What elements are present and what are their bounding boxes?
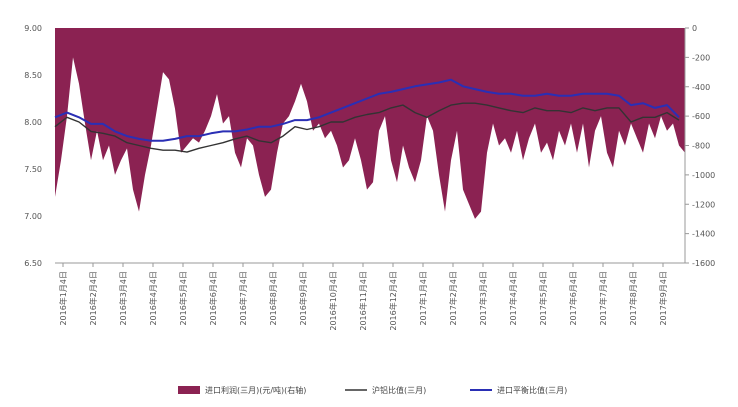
x-tick-label: 2017年3月4日 [478,271,488,326]
series-line-import-balance-ratio [54,78,680,142]
x-tick-label: 2016年4月4日 [148,271,158,326]
x-tick-label: 2016年6月4日 [208,271,218,326]
x-tick-label: 2016年11月4日 [358,271,368,331]
x-tick-label: 2016年3月4日 [118,271,128,326]
y-left-tick-label: 8.50 [24,71,42,80]
x-tick-label: 2016年5月4日 [178,271,188,326]
y-right-tick-label: -1200 [692,200,715,209]
y-right-tick-label: -1000 [692,171,715,180]
legend-label: 沪铝比值(三月) [372,385,426,395]
x-tick-label: 2017年4月4日 [508,271,518,326]
y-left-tick-label: 7.00 [24,212,42,221]
x-tick-label: 2017年7月4日 [598,271,608,326]
y-right-tick-label: -200 [692,53,710,62]
y-left-tick-label: 7.50 [24,165,42,174]
y-right-tick-label: -800 [692,142,710,151]
x-tick-label: 2017年5月4日 [538,271,548,326]
x-tick-label: 2017年1月4日 [418,271,428,326]
legend-label: 进口平衡比值(三月) [497,385,567,395]
legend: 进口利润(三月)(元/吨)(右轴) 沪铝比值(三月) 进口平衡比值(三月) [178,385,567,395]
x-tick-label: 2017年6月4日 [568,271,578,326]
x-tick-label: 2016年8月4日 [268,271,278,326]
series-line-shfe-ratio [54,102,680,153]
x-tick-label: 2017年9月4日 [658,271,668,326]
plot-area [54,28,685,219]
legend-swatch-import-profit [178,386,200,394]
y-right-tick-label: -1600 [692,259,715,268]
y-left-tick-label: 9.00 [24,24,42,33]
x-tick-label: 2016年1月4日 [58,271,68,326]
series-area-import-profit [55,28,685,219]
y-right-tick-label: -600 [692,112,710,121]
y-left-tick-label: 8.00 [24,118,42,127]
x-tick-label: 2016年2月4日 [88,271,98,326]
x-tick-label: 2017年8月4日 [628,271,638,326]
x-tick-label: 2016年12月4日 [388,271,398,331]
y-left-tick-label: 6.50 [24,259,42,268]
y-right-tick-label: 0 [692,24,697,33]
x-tick-label: 2017年2月4日 [448,271,458,326]
x-tick-label: 2016年7月4日 [238,271,248,326]
y-right-tick-label: -400 [692,83,710,92]
axes: 6.50 7.00 7.50 8.00 8.50 9.00 -1600 -1400 -1200 -… [24,24,715,331]
x-tick-label: 2016年10月4日 [328,271,338,331]
y-right-tick-label: -1400 [692,230,715,239]
legend-label: 进口利润(三月)(元/吨)(右轴) [205,385,306,395]
x-tick-label: 2016年9月4日 [298,271,308,326]
